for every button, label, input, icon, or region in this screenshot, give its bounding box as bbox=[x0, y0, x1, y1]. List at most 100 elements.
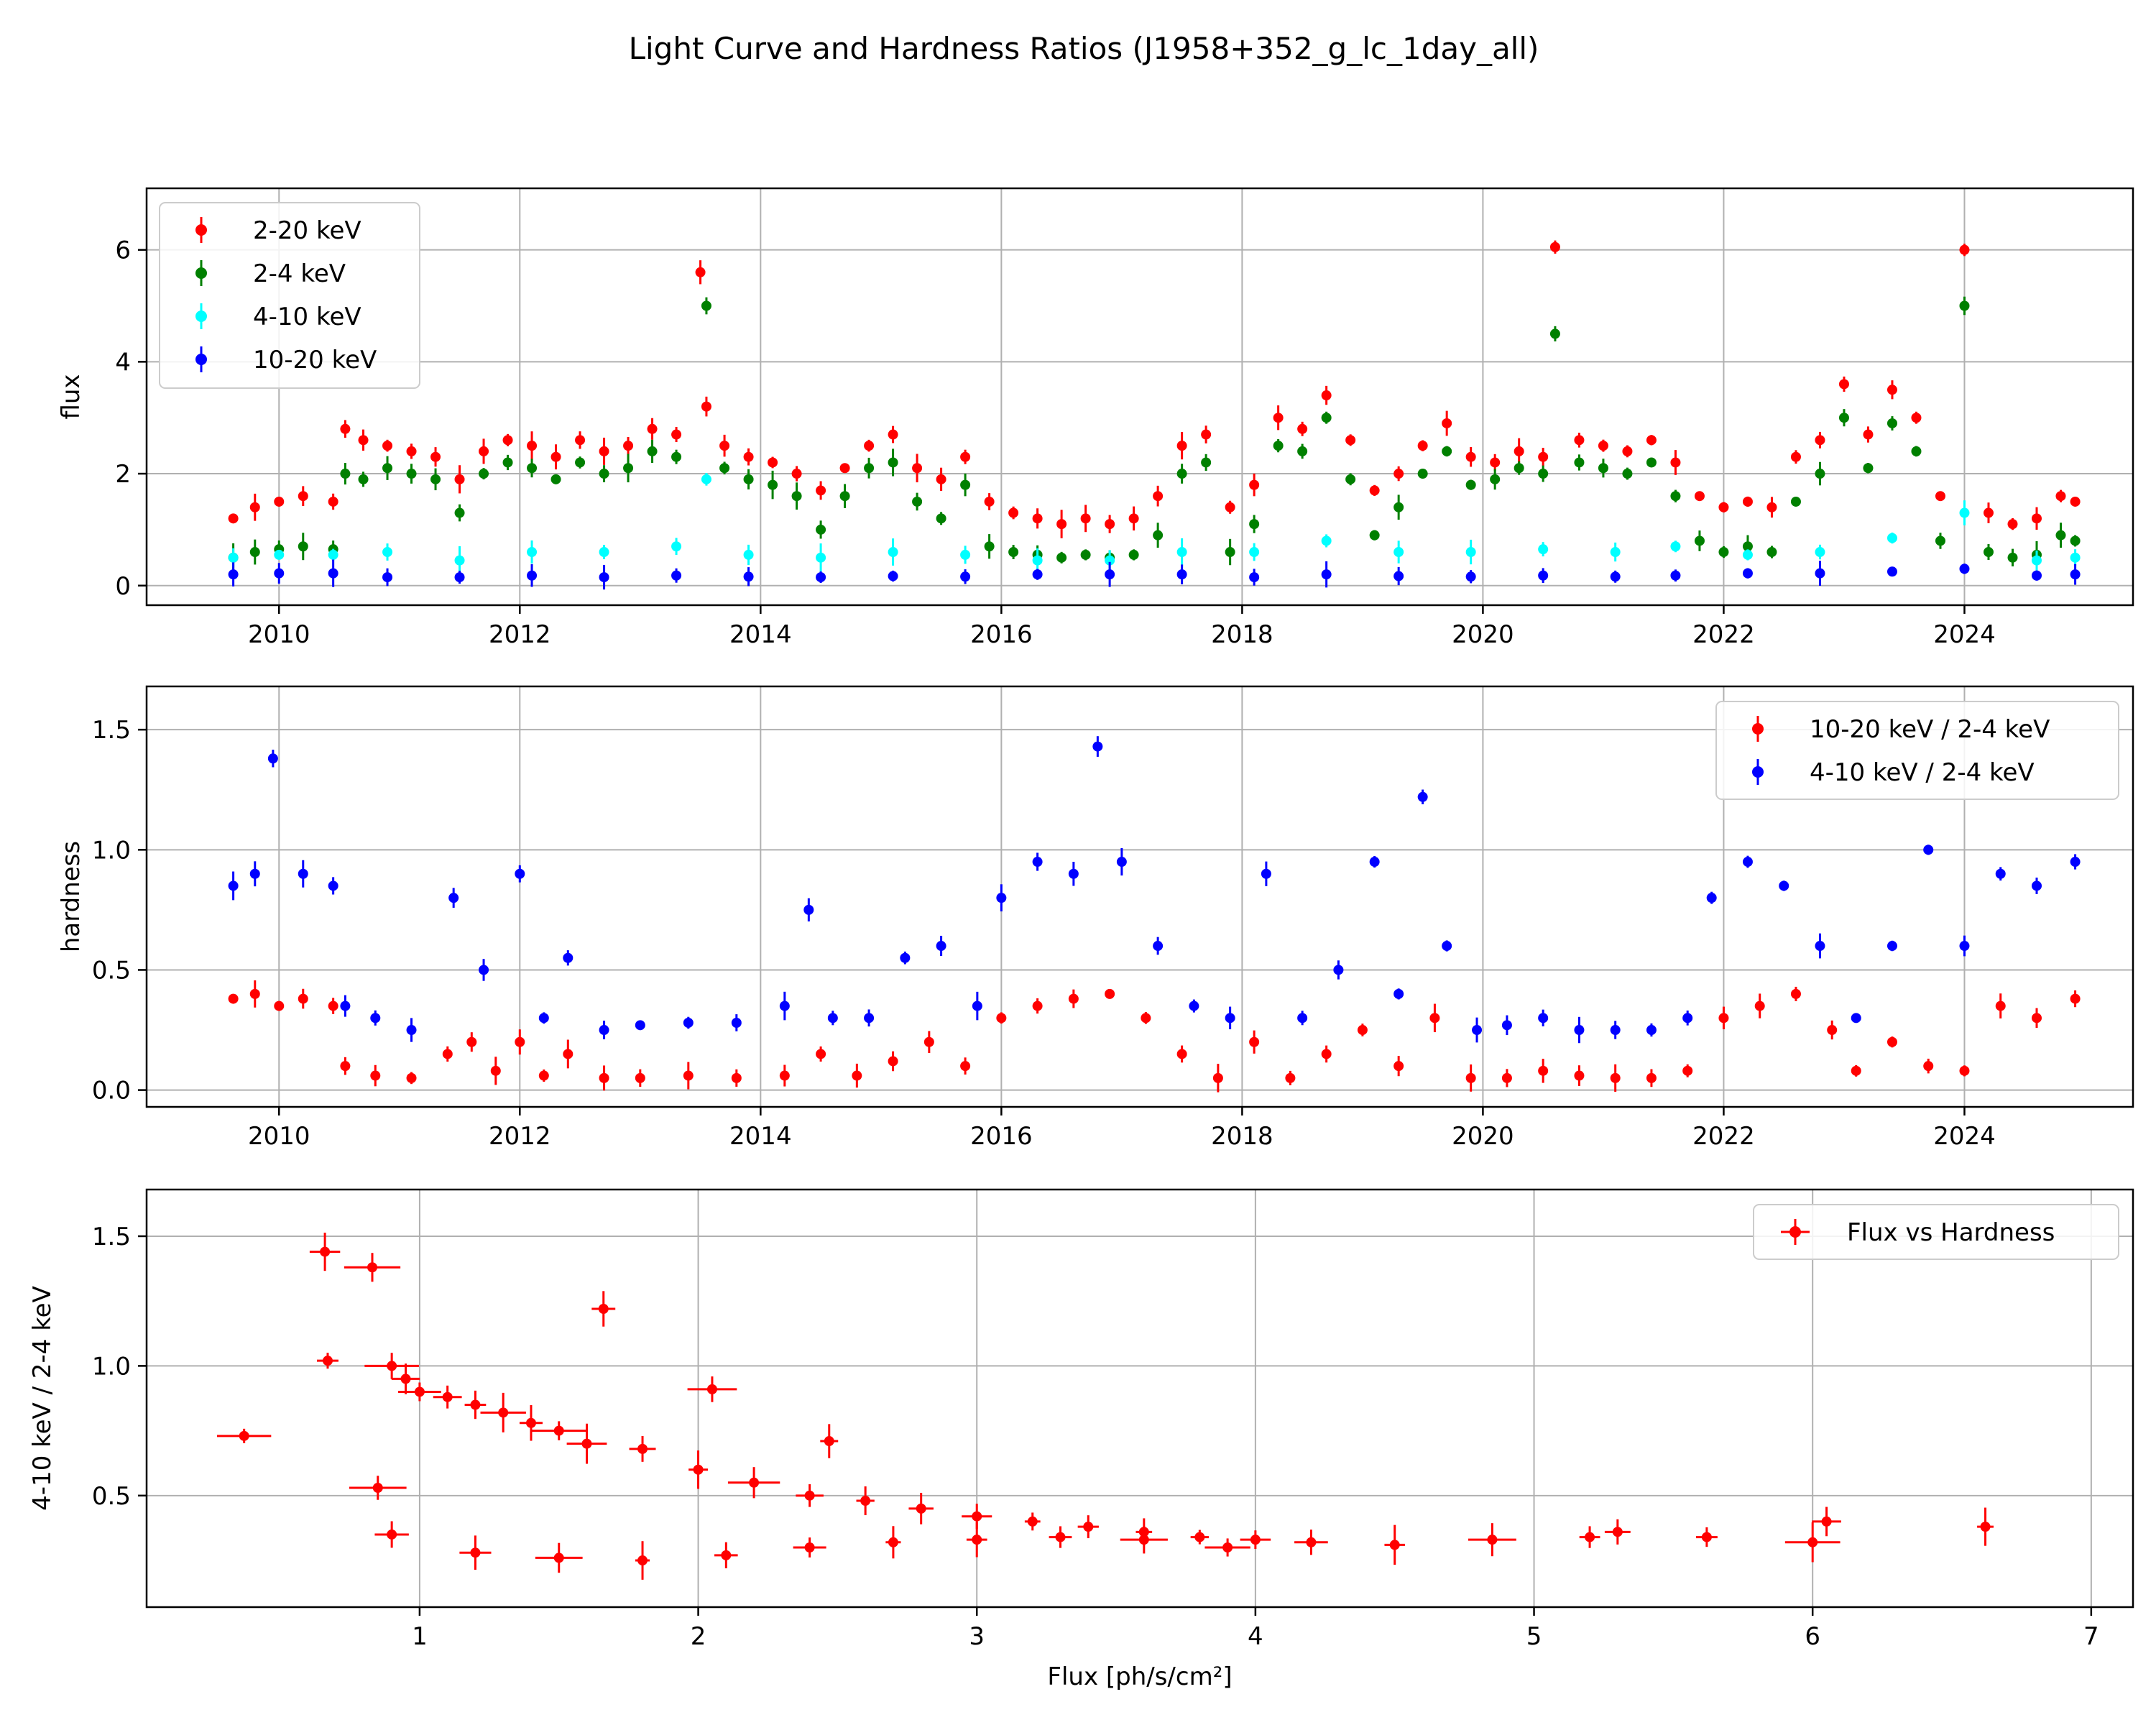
x-tick-label: 7 bbox=[2083, 1622, 2099, 1651]
data-point bbox=[550, 474, 561, 484]
data-point bbox=[671, 570, 682, 581]
data-point bbox=[996, 893, 1007, 903]
data-point bbox=[1105, 569, 1115, 580]
y-tick-label: 0 bbox=[115, 572, 131, 601]
data-point bbox=[1742, 857, 1753, 868]
data-point bbox=[1261, 868, 1271, 879]
data-point bbox=[454, 572, 465, 583]
data-point bbox=[791, 491, 802, 502]
data-point bbox=[1838, 379, 1849, 390]
x-tick-label: 2 bbox=[691, 1622, 706, 1651]
data-point bbox=[1225, 502, 1235, 512]
data-point bbox=[1333, 965, 1344, 975]
data-point bbox=[358, 474, 369, 484]
data-point bbox=[1911, 446, 1922, 456]
data-point bbox=[515, 1036, 525, 1047]
data-point bbox=[1176, 569, 1187, 580]
data-point bbox=[249, 988, 260, 999]
data-point bbox=[1417, 441, 1428, 451]
data-point bbox=[972, 1511, 982, 1522]
x-tick-label: 2024 bbox=[1933, 1122, 1996, 1151]
data-point bbox=[267, 753, 278, 764]
data-point bbox=[340, 469, 351, 479]
data-point bbox=[1249, 1036, 1260, 1047]
data-point bbox=[816, 485, 826, 496]
legend-marker-2-4-kev bbox=[195, 260, 207, 286]
data-point bbox=[298, 868, 308, 879]
data-point bbox=[1393, 988, 1404, 999]
x-tick-label: 5 bbox=[1526, 1622, 1542, 1651]
data-point bbox=[1612, 1527, 1623, 1537]
data-point bbox=[274, 549, 285, 560]
data-point bbox=[743, 451, 754, 462]
data-point bbox=[1538, 451, 1549, 462]
data-point bbox=[671, 429, 682, 440]
legend-label: Flux vs Hardness bbox=[1847, 1218, 2055, 1247]
data-point bbox=[1128, 513, 1139, 524]
data-point bbox=[1176, 547, 1187, 558]
data-point bbox=[1393, 502, 1404, 512]
data-point bbox=[1718, 547, 1729, 558]
data-point bbox=[972, 1000, 982, 1011]
data-point bbox=[1417, 469, 1428, 479]
data-point bbox=[1032, 1000, 1043, 1011]
data-point bbox=[824, 1436, 834, 1447]
x-tick-label: 2012 bbox=[489, 1122, 551, 1151]
data-point bbox=[1995, 1000, 2006, 1011]
data-point bbox=[387, 1361, 397, 1371]
light-curve-panel: 2010 2012 2014 2016 2018 2020 2022 2024 0 2 4 6 flux… bbox=[57, 187, 2134, 649]
data-point bbox=[1959, 564, 1970, 574]
data-point bbox=[1369, 530, 1380, 540]
data-point bbox=[575, 435, 586, 446]
data-point bbox=[2070, 535, 2081, 546]
data-point bbox=[1863, 429, 1874, 440]
data-point bbox=[228, 569, 239, 580]
legend-frame bbox=[1715, 701, 2119, 800]
data-point bbox=[1321, 1049, 1332, 1059]
data-point bbox=[1321, 390, 1332, 401]
data-point bbox=[1068, 993, 1079, 1004]
x-axis-label: Flux [ph/s/cm²] bbox=[1047, 1662, 1232, 1691]
series-4-10-kev bbox=[228, 473, 2081, 575]
legend-point bbox=[1752, 723, 1764, 735]
data-point bbox=[1815, 941, 1825, 952]
legend-label: 4-10 keV bbox=[253, 303, 361, 331]
legend-label: 2-20 keV bbox=[253, 216, 361, 245]
data-point bbox=[984, 541, 995, 552]
legend-marker-4-10-kev bbox=[195, 303, 207, 329]
data-point bbox=[1886, 418, 1897, 428]
data-point bbox=[527, 463, 538, 474]
data-point bbox=[1027, 1516, 1038, 1527]
data-point bbox=[563, 1049, 573, 1059]
data-point bbox=[414, 1386, 425, 1397]
data-point bbox=[400, 1374, 411, 1384]
data-point bbox=[888, 571, 898, 581]
y-axis-label: flux bbox=[57, 374, 86, 419]
data-point bbox=[406, 1025, 417, 1036]
y-tick-label: 1.5 bbox=[92, 1223, 131, 1251]
data-point bbox=[239, 1430, 249, 1441]
data-point bbox=[2007, 519, 2018, 530]
data-point bbox=[1983, 547, 1994, 558]
data-point bbox=[1393, 547, 1404, 558]
data-point bbox=[1610, 547, 1621, 558]
data-point bbox=[1297, 446, 1308, 456]
data-point bbox=[599, 469, 609, 479]
data-point bbox=[1851, 1013, 1861, 1024]
data-point bbox=[358, 435, 369, 446]
data-point bbox=[1212, 1072, 1223, 1083]
data-point bbox=[1682, 1065, 1693, 1076]
series-10-20-kev-2-4-kev bbox=[228, 980, 2081, 1092]
data-point bbox=[804, 1490, 815, 1501]
data-point bbox=[1250, 1535, 1261, 1545]
data-point bbox=[960, 1061, 971, 1072]
data-point bbox=[1032, 513, 1043, 524]
x-tick-label: 1 bbox=[412, 1622, 428, 1651]
legend: 2-20 keV 2-4 keV 4-10 keV 10-20 keV bbox=[159, 202, 420, 389]
data-point bbox=[1249, 519, 1260, 530]
data-point bbox=[2031, 570, 2042, 581]
x-tick-label: 2010 bbox=[248, 1122, 310, 1151]
data-point bbox=[406, 469, 417, 479]
data-point bbox=[563, 952, 573, 963]
data-point bbox=[340, 1000, 351, 1011]
